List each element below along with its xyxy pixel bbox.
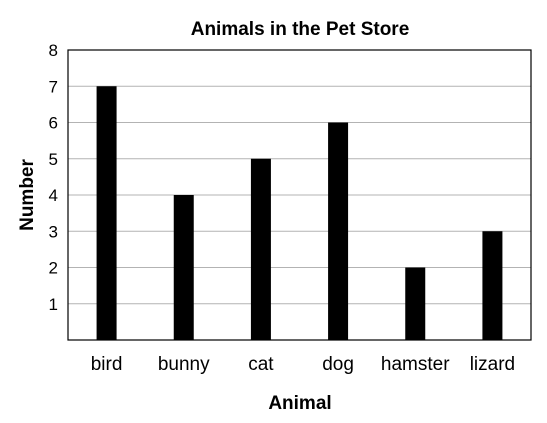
y-axis-label: Number bbox=[17, 159, 38, 231]
y-tick-label: 6 bbox=[49, 114, 58, 133]
bar-bird bbox=[96, 86, 117, 340]
gridlines bbox=[68, 85, 531, 305]
y-tick-label: 7 bbox=[49, 77, 58, 96]
bars bbox=[96, 86, 503, 340]
y-axis-ticks: 1 2 3 4 5 6 7 8 bbox=[49, 41, 58, 314]
bar-bunny bbox=[173, 195, 194, 340]
x-tick-label-cat: cat bbox=[248, 354, 274, 375]
bar-hamster bbox=[405, 267, 426, 340]
x-axis-label: Animal bbox=[268, 393, 331, 414]
x-tick-label-lizard: lizard bbox=[470, 354, 515, 375]
y-tick-label: 2 bbox=[49, 259, 58, 278]
y-tick-label: 5 bbox=[49, 150, 58, 169]
x-tick-label-dog: dog bbox=[322, 354, 354, 375]
x-tick-label-bunny: bunny bbox=[158, 354, 210, 375]
x-tick-label-bird: bird bbox=[91, 354, 123, 375]
bar-cat bbox=[250, 158, 271, 340]
bar-dog bbox=[328, 122, 349, 340]
y-tick-label: 4 bbox=[49, 186, 58, 205]
y-tick-label: 1 bbox=[49, 295, 58, 314]
chart-title: Animals in the Pet Store bbox=[191, 19, 410, 40]
x-axis-ticks: bird bunny cat dog hamster lizard bbox=[91, 354, 515, 375]
y-tick-label: 3 bbox=[49, 222, 58, 241]
y-tick-label: 8 bbox=[49, 41, 58, 60]
plot-area-frame bbox=[67, 49, 532, 341]
bar-lizard bbox=[482, 231, 503, 340]
x-tick-label-hamster: hamster bbox=[381, 354, 450, 375]
